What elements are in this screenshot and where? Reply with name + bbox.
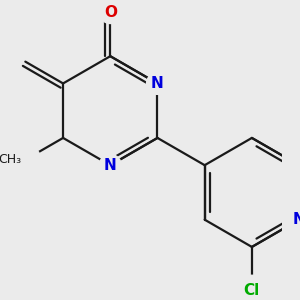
Text: N: N xyxy=(104,158,117,173)
Text: Cl: Cl xyxy=(244,283,260,298)
Circle shape xyxy=(99,2,121,23)
Text: O: O xyxy=(104,5,117,20)
Circle shape xyxy=(288,209,300,231)
Circle shape xyxy=(237,275,267,300)
Text: N: N xyxy=(151,76,164,91)
Circle shape xyxy=(10,145,40,175)
Circle shape xyxy=(147,73,168,94)
Circle shape xyxy=(99,154,121,176)
Text: N: N xyxy=(293,212,300,227)
Text: CH₃: CH₃ xyxy=(0,153,21,166)
